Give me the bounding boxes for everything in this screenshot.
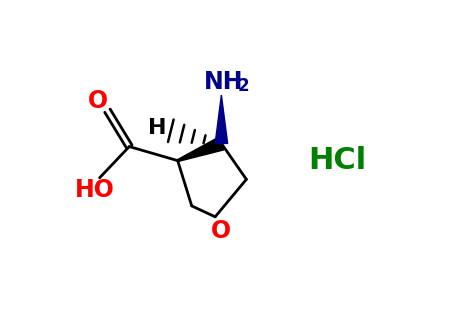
Text: HO: HO <box>75 178 115 202</box>
Text: HCl: HCl <box>308 146 366 175</box>
Text: O: O <box>211 219 231 243</box>
Text: 2: 2 <box>238 77 250 95</box>
Text: O: O <box>88 89 108 113</box>
Text: H: H <box>148 118 167 138</box>
Polygon shape <box>177 137 224 162</box>
Polygon shape <box>215 95 228 143</box>
Text: NH: NH <box>204 70 244 94</box>
